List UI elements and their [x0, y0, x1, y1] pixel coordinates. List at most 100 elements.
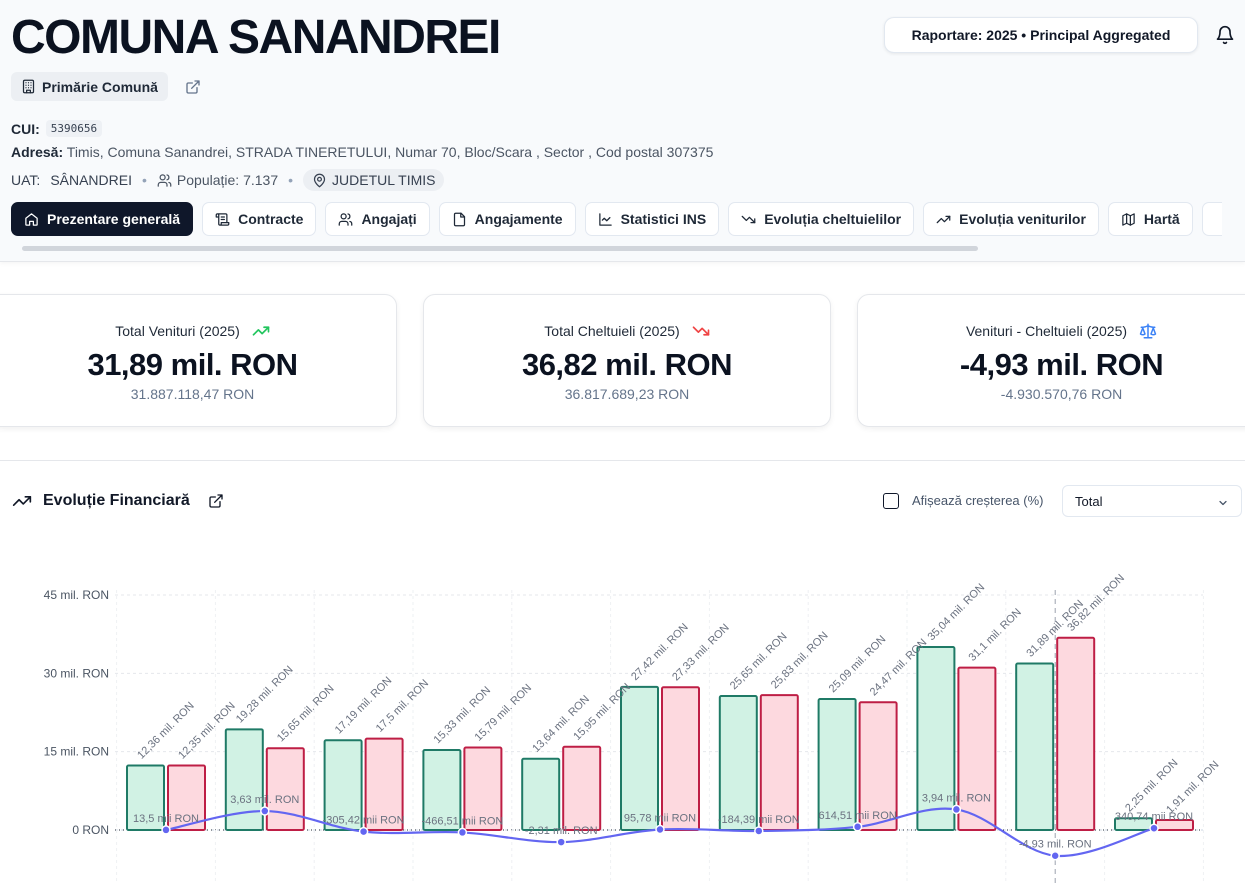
uat-value: SÂNANDREI [50, 172, 132, 188]
cui-label: CUI: [11, 120, 40, 137]
tab-angajamente[interactable]: Angajamente [438, 202, 576, 236]
expense-bar [957, 666, 997, 832]
card-exact-value: 36.817.689,23 RON [564, 386, 690, 402]
balance-point-label: -305,42 mii RON [323, 815, 405, 827]
growth-checkbox[interactable] [883, 493, 899, 509]
card-title: Venituri - Cheltuieli (2025) [965, 323, 1128, 339]
expense-bar-label: 31,1 mil. RON [967, 606, 1024, 663]
total-expense-card: Total Cheltuieli (2025) 36,82 mil. RON 3… [423, 294, 831, 427]
expense-bar [265, 747, 305, 831]
cui-value: 5390656 [45, 120, 103, 137]
address-label: Adresă: [11, 144, 64, 160]
entity-header: COMUNA SANANDREI Raportare: 2025 • Princ… [0, 0, 1245, 262]
tab-angajati[interactable]: Angajați [325, 202, 430, 236]
population-info: Populație: 7.137 [157, 172, 278, 188]
income-bar [916, 646, 956, 831]
expense-bar [167, 764, 206, 831]
balance-point [951, 804, 962, 815]
total-income-card: Total Venituri (2025) 31,89 mil. RON 31.… [0, 294, 397, 427]
contract-icon [215, 212, 230, 226]
balance-point-label: -184,39 mii RON [718, 814, 800, 826]
expense-bar [759, 694, 799, 831]
expense-bar [661, 686, 700, 831]
tab-label: Angajați [361, 211, 417, 227]
income-bar [718, 695, 758, 831]
balance-point [1149, 823, 1159, 833]
map-icon [1122, 212, 1135, 226]
income-bar [323, 739, 363, 832]
bell-icon[interactable] [1215, 25, 1235, 45]
card-title-row: Total Venituri (2025) [0, 322, 396, 340]
separator-dot: • [288, 172, 294, 188]
card-title-row: Venituri - Cheltuieli (2025) [858, 322, 1245, 340]
county-label: JUDETUL TIMIS [332, 172, 436, 188]
income-bar [1015, 662, 1055, 832]
external-link-icon[interactable] [185, 79, 201, 95]
expense-bar [463, 746, 503, 831]
cui-row: CUI: 5390656 [11, 120, 103, 137]
y-tick-label: 0 RON [72, 823, 109, 837]
users-icon [339, 212, 353, 226]
tab-label: Hartă [1143, 211, 1180, 227]
tab-harta[interactable]: Hartă [1107, 202, 1193, 236]
expense-bar [364, 737, 404, 832]
page-title: COMUNA SANANDREI [11, 11, 501, 64]
card-main-value: -4,93 mil. RON [959, 347, 1164, 382]
county-badge[interactable]: JUDETUL TIMIS [303, 169, 445, 191]
trending-up-icon [936, 215, 951, 223]
external-link-icon[interactable] [208, 493, 224, 509]
tab-label: Evoluția veniturilor [959, 211, 1086, 227]
separator-dot: • [142, 172, 147, 188]
tab-prezentare-generala[interactable]: Prezentare generală [11, 202, 194, 236]
balance-point [457, 827, 468, 838]
growth-checkbox-label[interactable]: Afișează creșterea (%) [912, 493, 1044, 508]
trending-down-icon [692, 326, 710, 336]
tab-label: Prezentare generală [47, 211, 181, 227]
balance-point-label: -4,93 mil. RON [1019, 839, 1092, 851]
reporting-period-button[interactable]: Raportare: 2025 • Principal Aggregated [884, 17, 1198, 53]
income-bar-label: 35,04 mil. RON [926, 581, 988, 643]
tab-label: Evoluția cheltuielilor [764, 211, 902, 227]
balance-point-label: 95,78 mii RON [624, 812, 696, 824]
section-divider [0, 460, 1245, 461]
income-bar [817, 697, 857, 831]
tab-statistici-ins[interactable]: Statistici INS [584, 202, 720, 236]
balance-point [260, 806, 270, 816]
card-exact-value: -4.930.570,76 RON [1000, 386, 1123, 402]
card-title-row: Total Cheltuieli (2025) [424, 322, 830, 340]
entity-type-tag: Primărie Comună [11, 72, 168, 101]
address-value: Timis, Comuna Sanandrei, STRADA TINERETU… [66, 144, 714, 160]
line-chart-icon [598, 212, 612, 226]
population-value: Populație: 7.137 [176, 172, 279, 188]
income-bar [422, 748, 462, 832]
y-tick-label: 15 mil. RON [44, 745, 109, 759]
card-title: Total Cheltuieli (2025) [544, 323, 680, 339]
income-bar [224, 728, 264, 831]
balance-point-label: -466,51 mii RON [421, 815, 503, 827]
card-exact-value: 31.887.118,47 RON [130, 386, 255, 402]
tabs-scrollbar[interactable] [22, 246, 978, 251]
users-icon [157, 173, 172, 187]
balance-point [161, 825, 171, 835]
balance-point [754, 826, 764, 836]
expense-bar [1056, 636, 1096, 831]
card-main-value: 36,82 mil. RON [521, 347, 733, 382]
uat-row: UAT: SÂNANDREI • Populație: 7.137 • JUDE… [11, 168, 445, 192]
section-title: Evoluție Financiară [43, 492, 190, 509]
financial-evolution-header: Evoluție Financiară [11, 491, 224, 511]
tab-overflow[interactable] [1201, 202, 1222, 236]
tab-label: Angajamente [474, 211, 563, 227]
card-title: Total Venituri (2025) [115, 323, 240, 339]
tab-evolutia-cheltuielilor[interactable]: Evoluția cheltuielilor [728, 202, 915, 236]
tab-contracte[interactable]: Contracte [202, 202, 317, 236]
income-bar [126, 764, 165, 832]
map-pin-icon [313, 173, 326, 187]
section-tabs: Prezentare generală Contracte Angajați A… [11, 202, 1222, 236]
card-main-value: 31,89 mil. RON [87, 347, 298, 382]
balance-point [1050, 850, 1060, 861]
tab-evolutia-veniturilor[interactable]: Evoluția veniturilor [923, 202, 1099, 236]
aggregation-select[interactable]: Total [1062, 485, 1242, 517]
entity-type-label: Primărie Comună [42, 78, 158, 95]
tab-label: Contracte [238, 211, 304, 227]
